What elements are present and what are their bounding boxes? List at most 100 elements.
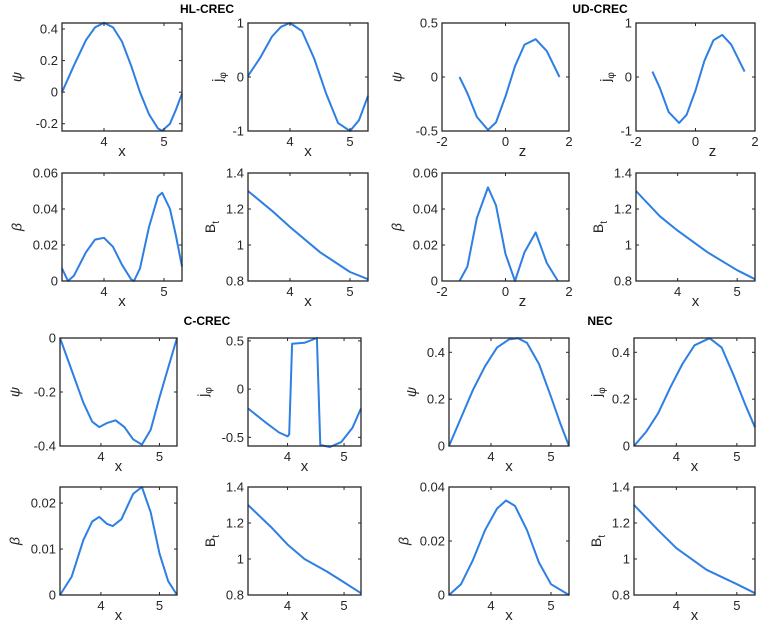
subplot-hl-crec-3: 4 5 0.8 1 1.2 1.4 x Bt — [202, 166, 369, 310]
data-line — [458, 186, 559, 282]
x-tick-label: 5 — [346, 284, 353, 299]
subplot-c-crec-3: 4 5 0.8 1 1.2 1.4 x Bt — [202, 480, 362, 624]
axes-frame — [247, 172, 369, 282]
subplot-hl-crec-0: 4 5 -0.2 0 0.2 0.4 x ψ — [8, 22, 183, 160]
x-tick-label: 4 — [100, 134, 107, 149]
x-tick-label: 5 — [340, 449, 347, 464]
y-tick-label: 1.2 — [612, 516, 630, 531]
x-tick-label: 2 — [565, 134, 572, 149]
y-axis-label: Bt — [590, 221, 610, 233]
subplot-c-crec-1: 4 5 -0.5 0 0.5 x jφ — [194, 333, 362, 475]
y-tick-label: 1.4 — [226, 166, 244, 181]
y-tick-label: 1 — [237, 552, 244, 567]
x-tick-label: -2 — [436, 134, 448, 149]
y-tick-label: 0 — [623, 439, 630, 454]
y-tick-label: 1.4 — [226, 480, 244, 495]
x-tick-label: 2 — [565, 284, 572, 299]
x-axis-label: x — [304, 143, 312, 160]
y-tick-label: 1.2 — [226, 516, 244, 531]
y-tick-label: 0 — [51, 85, 58, 100]
y-tick-label: 0.04 — [420, 480, 445, 495]
data-line — [458, 38, 561, 131]
y-tick-label: 0.02 — [33, 238, 58, 253]
y-tick-label: 0 — [438, 588, 445, 603]
y-tick-label: -1 — [620, 124, 632, 139]
y-tick-label: 1.2 — [614, 202, 632, 217]
y-axis-label: ψ — [403, 387, 419, 397]
y-tick-label: -0.5 — [416, 124, 438, 139]
data-line — [633, 337, 756, 447]
x-tick-label: 4 — [487, 598, 494, 613]
x-axis-label: z — [519, 143, 527, 160]
axes-frame — [448, 337, 570, 447]
y-tick-label: 0.5 — [226, 333, 244, 348]
subplot-c-crec-0: 4 5 -0.4 -0.2 0 x ψ — [6, 331, 178, 475]
y-tick-label: 0 — [431, 274, 438, 289]
y-tick-label: -0.2 — [34, 385, 56, 400]
panel-title: UD-CREC — [572, 2, 628, 16]
data-line — [448, 499, 570, 596]
axes-frame — [61, 172, 183, 282]
y-axis-label: jφ — [194, 387, 214, 398]
y-tick-label: 1 — [623, 552, 630, 567]
y-tick-label: 0 — [237, 382, 244, 397]
y-tick-label: 0.2 — [612, 392, 630, 407]
data-line — [247, 337, 362, 448]
y-tick-label: 0 — [438, 439, 445, 454]
data-line — [635, 190, 756, 281]
y-axis-label: β — [388, 223, 404, 232]
y-tick-label: -0.4 — [34, 439, 56, 454]
x-tick-label: 2 — [751, 134, 758, 149]
x-tick-label: 5 — [340, 598, 347, 613]
y-tick-label: 1.2 — [226, 202, 244, 217]
y-tick-label: 0.02 — [420, 534, 445, 549]
axes-frame — [59, 337, 178, 447]
y-axis-label: jφ — [209, 72, 229, 83]
y-tick-label: 0 — [49, 588, 56, 603]
x-tick-label: -2 — [630, 134, 642, 149]
data-line — [247, 22, 369, 132]
data-line — [59, 337, 178, 446]
y-tick-label: 0.04 — [413, 202, 438, 217]
x-tick-label: 0 — [502, 284, 509, 299]
axes-frame — [61, 22, 183, 132]
y-tick-label: 0.06 — [413, 166, 438, 181]
y-tick-label: 0.5 — [420, 16, 438, 31]
y-tick-label: -0.5 — [222, 430, 244, 445]
y-tick-label: 0.8 — [226, 274, 244, 289]
x-axis-label: x — [692, 293, 700, 310]
y-tick-label: 0.4 — [612, 345, 630, 360]
x-tick-label: 5 — [160, 284, 167, 299]
panel-title: NEC — [587, 314, 613, 328]
axes-frame — [441, 22, 570, 132]
x-tick-label: 4 — [97, 598, 104, 613]
x-tick-label: 5 — [547, 449, 554, 464]
x-tick-label: 5 — [547, 598, 554, 613]
x-tick-label: -2 — [436, 284, 448, 299]
y-tick-label: 0.4 — [40, 22, 58, 37]
x-tick-label: 0 — [502, 134, 509, 149]
y-tick-label: 0.02 — [31, 496, 56, 511]
x-tick-label: 0 — [692, 134, 699, 149]
y-tick-label: 0.8 — [612, 588, 630, 603]
panel-title: C-CREC — [184, 314, 231, 328]
y-tick-label: -0.2 — [36, 116, 58, 131]
x-axis-label: z — [709, 143, 717, 160]
y-tick-label: 0.04 — [33, 202, 58, 217]
data-line — [247, 504, 362, 595]
y-tick-label: 0.2 — [427, 392, 445, 407]
y-axis-label: jφ — [597, 72, 617, 83]
y-tick-label: 1 — [625, 238, 632, 253]
y-tick-label: 1.4 — [614, 166, 632, 181]
x-tick-label: 4 — [100, 284, 107, 299]
y-axis-label: ψ — [6, 387, 22, 397]
axes-frame — [635, 172, 756, 282]
x-axis-label: x — [505, 458, 513, 475]
subplot-hl-crec-2: 4 5 0 0.02 0.04 0.06 x β — [8, 166, 183, 310]
data-line — [247, 190, 369, 281]
data-line — [633, 504, 756, 595]
subplot-c-crec-2: 4 5 0 0.01 0.02 x β — [6, 486, 178, 624]
y-tick-label: 0 — [431, 70, 438, 85]
x-axis-label: x — [505, 607, 513, 624]
subplot-nec-1: 4 5 0 0.2 0.4 x jφ — [588, 337, 756, 475]
